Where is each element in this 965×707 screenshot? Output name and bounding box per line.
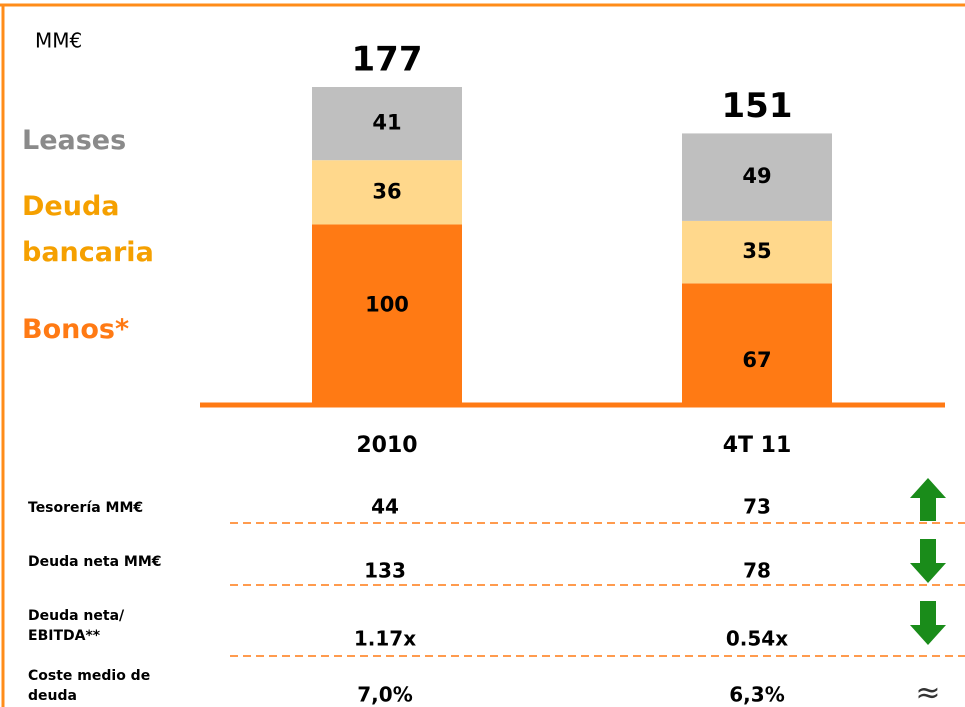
legend-label: Leases [22, 125, 127, 156]
row-value: 78 [743, 559, 771, 583]
row-value: 73 [743, 495, 771, 519]
row-value: 133 [364, 559, 406, 583]
bar-segment [312, 87, 462, 161]
data-label: 35 [742, 239, 771, 263]
unit-label: MM€ [35, 29, 82, 53]
bar-segment [682, 220, 832, 284]
row-value: 1.17x [354, 627, 416, 651]
data-label: 49 [742, 164, 771, 188]
row-label: Tesorería MM€ [28, 500, 144, 516]
total-label: 177 [352, 40, 423, 80]
bar-segment [682, 283, 832, 403]
total-label: 151 [722, 86, 793, 126]
legend-label: Deuda bancaria [22, 191, 154, 268]
data-label: 41 [372, 111, 401, 135]
arrow-down [910, 539, 946, 583]
row-label: Deuda neta/ EBITDA** [28, 608, 125, 644]
bar-segment [682, 133, 832, 221]
category-label: 4T 11 [723, 433, 792, 458]
bar-segment [312, 224, 462, 403]
bar-segment [312, 160, 462, 225]
row-label: Coste medio de deuda [28, 668, 151, 704]
row-value: 6,3% [729, 683, 784, 707]
row-label: Deuda neta MM€ [28, 554, 162, 570]
arrow-down [910, 601, 946, 645]
data-label: 36 [372, 179, 401, 203]
row-value: 44 [371, 495, 399, 519]
row-value: 0.54x [726, 627, 788, 651]
category-label: 2010 [356, 433, 417, 458]
trend-symbol: ≈ [915, 676, 940, 707]
data-label: 100 [365, 293, 409, 317]
arrow-up [910, 478, 946, 521]
legend-label: Bonos* [22, 314, 130, 345]
data-label: 67 [742, 348, 771, 372]
row-value: 7,0% [357, 683, 412, 707]
